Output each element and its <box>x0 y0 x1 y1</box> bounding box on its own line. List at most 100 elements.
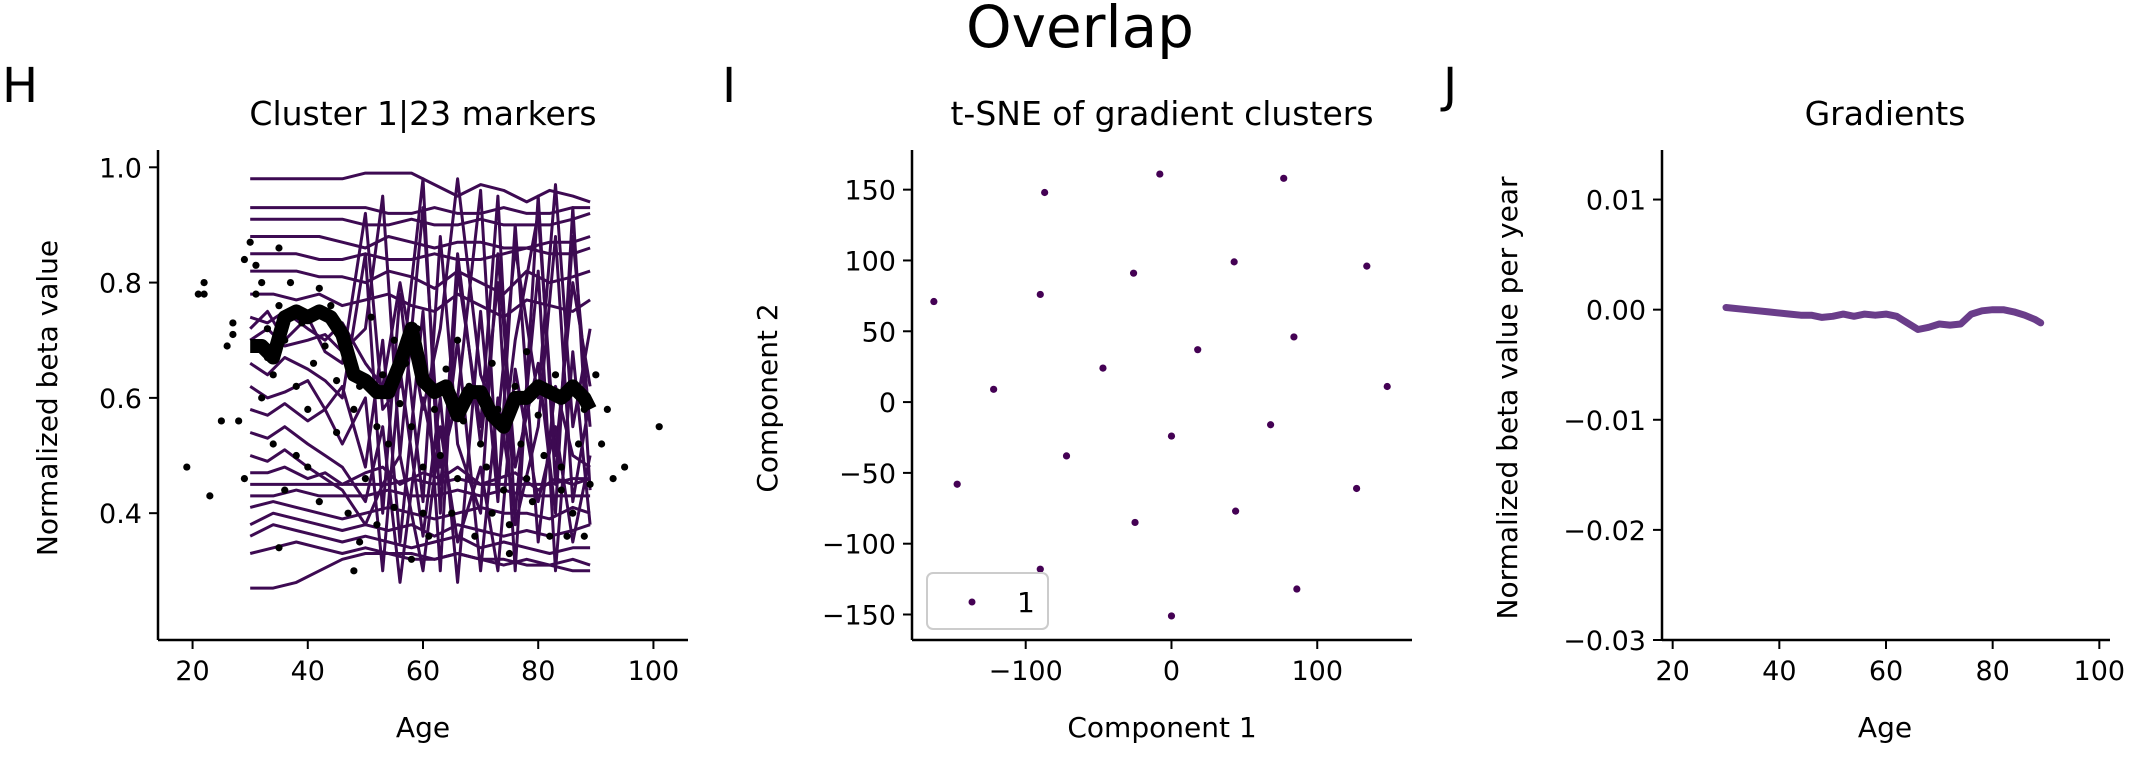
x-tick-label: 20 <box>175 656 209 687</box>
sample-point <box>361 474 369 483</box>
panel-j-plot-area: 20 40 60 80 100 −0.03 −0.02 −0.01 0.00 0.01 <box>1563 150 2125 687</box>
tsne-point <box>1167 432 1176 440</box>
sample-point <box>356 538 364 546</box>
x-tick-label: 100 <box>1291 656 1343 687</box>
tsne-point <box>1041 188 1049 197</box>
sample-point <box>269 371 277 379</box>
panel-letter-j: J <box>1440 58 1457 114</box>
panel-j: J Gradients Age Normalized beta value pe… <box>1440 58 2125 744</box>
marker-series-line <box>250 246 591 261</box>
sample-point <box>477 440 485 448</box>
sample-point <box>436 451 444 460</box>
y-tick-label: −150 <box>822 601 896 632</box>
sample-point <box>471 532 479 540</box>
sample-point <box>183 463 191 471</box>
legend-frame <box>926 572 1049 630</box>
panel-j-title: Gradients <box>1805 94 1966 133</box>
tsne-point <box>930 297 938 306</box>
x-tick-label: 80 <box>1975 656 2009 687</box>
sample-point <box>511 382 519 390</box>
sample-point <box>240 255 249 264</box>
sample-point <box>574 440 583 448</box>
sample-point <box>488 509 496 517</box>
tsne-point <box>1363 262 1371 270</box>
legend-entry-1: 1 <box>1017 586 1035 619</box>
sample-point <box>281 486 289 494</box>
sample-point <box>200 290 208 298</box>
marker-series-line <box>250 292 591 319</box>
sample-point <box>419 463 427 471</box>
x-tick-label: 100 <box>628 656 680 687</box>
marker-series-line <box>250 477 591 486</box>
sample-point <box>304 405 312 414</box>
panel-letter-h: H <box>2 58 38 114</box>
sample-point <box>425 532 433 540</box>
sample-point <box>407 423 416 431</box>
panel-i-legend: 1 <box>926 572 1049 630</box>
sample-point <box>453 336 462 344</box>
sample-point <box>269 440 277 448</box>
sample-point <box>396 400 404 408</box>
sample-point <box>390 336 398 344</box>
x-tick-label: 60 <box>406 656 440 687</box>
sample-point <box>655 423 663 431</box>
tsne-point <box>1036 565 1044 573</box>
tsne-point <box>953 480 961 488</box>
panel-h-xlabel: Age <box>396 711 450 744</box>
marker-series-line <box>249 223 591 584</box>
tsne-point <box>1267 421 1275 429</box>
tsne-point <box>1036 290 1044 299</box>
sample-point <box>327 302 335 310</box>
panel-h-ylabel: Normalized beta value <box>31 240 64 556</box>
y-tick-label: −0.02 <box>1563 516 1646 547</box>
sample-point <box>292 382 300 390</box>
sample-point <box>488 359 496 367</box>
sample-point <box>407 555 416 563</box>
sample-point <box>390 503 398 512</box>
sample-point <box>367 313 375 321</box>
gradient-line <box>1722 304 2045 333</box>
sample-point <box>540 451 548 460</box>
sample-point <box>592 371 600 379</box>
y-tick-label: 100 <box>844 246 896 277</box>
tsne-point <box>1232 507 1240 515</box>
panel-h: H Cluster 1|23 markers Age Normalized be… <box>2 58 688 744</box>
y-tick-label: 0.8 <box>99 269 142 300</box>
tsne-point <box>1293 585 1301 593</box>
sample-point <box>609 474 617 483</box>
sample-point <box>315 498 323 506</box>
sample-point <box>263 325 272 333</box>
y-tick-label: 0.4 <box>99 499 142 530</box>
sample-point <box>258 278 266 287</box>
panel-i-title: t-SNE of gradient clusters <box>950 94 1373 133</box>
sample-point <box>246 238 254 246</box>
y-tick-label: 150 <box>844 176 896 207</box>
tsne-point <box>1099 364 1107 372</box>
sample-point <box>350 567 358 575</box>
sample-point <box>200 278 208 287</box>
sample-point <box>482 463 490 471</box>
tsne-point <box>1230 258 1238 266</box>
sample-point <box>217 417 225 425</box>
sample-point <box>586 480 594 488</box>
x-tick-label: 40 <box>1762 656 1796 687</box>
sample-point <box>569 509 577 517</box>
tsne-point <box>1167 612 1176 620</box>
panel-h-plot-area: 20 40 60 80 100 0.4 0.6 0.8 1.0 <box>99 150 688 687</box>
sample-point <box>275 244 283 252</box>
sample-point <box>229 319 237 327</box>
sample-point <box>304 463 312 471</box>
sample-point <box>315 284 323 292</box>
sample-point <box>523 348 531 356</box>
sample-point <box>286 278 295 287</box>
figure-suptitle: Overlap <box>966 0 1194 61</box>
sample-point <box>500 486 508 494</box>
sample-point <box>419 509 427 517</box>
sample-point <box>621 463 629 471</box>
sample-point <box>563 532 571 540</box>
sample-point <box>240 474 249 483</box>
x-tick-label: 0 <box>1163 656 1180 687</box>
x-tick-label: 60 <box>1869 656 1903 687</box>
sample-point <box>252 261 260 269</box>
y-tick-label: −0.03 <box>1563 626 1646 657</box>
